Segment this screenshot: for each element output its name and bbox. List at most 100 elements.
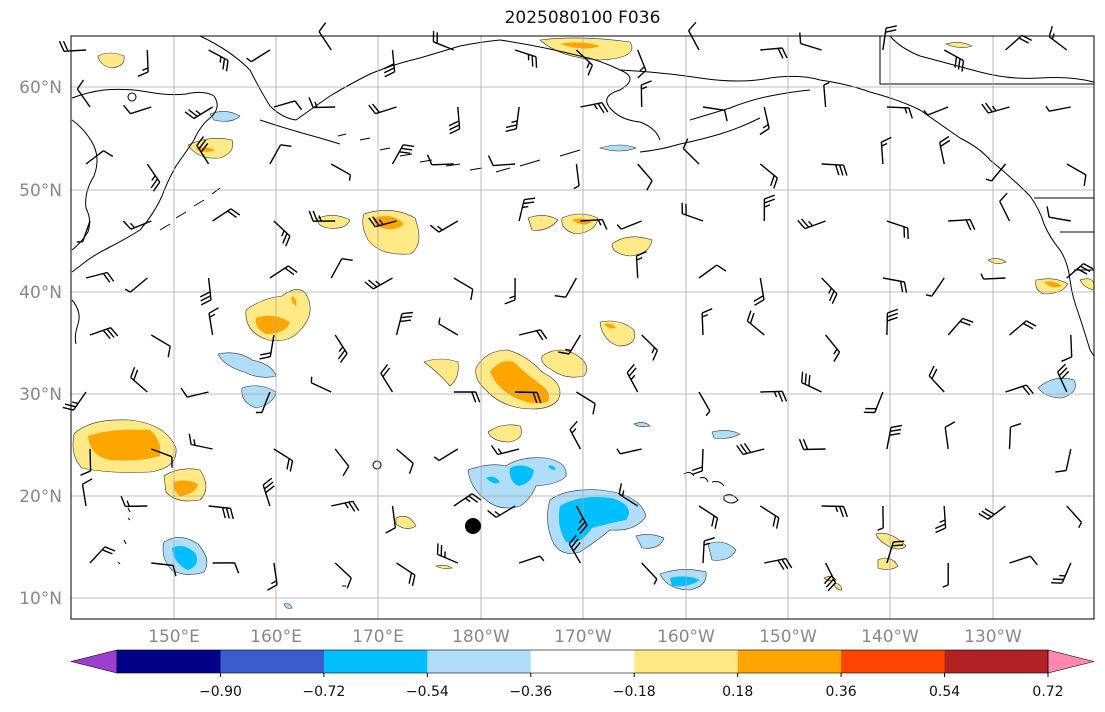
lat-label: 60°N	[19, 78, 62, 98]
colorbar-segment	[117, 650, 221, 673]
wind-barb	[635, 250, 647, 279]
wind-barb	[616, 220, 642, 230]
wind-barb	[568, 534, 582, 564]
wind-barb	[334, 334, 348, 363]
wind-barb	[62, 391, 87, 411]
location-marker	[465, 518, 481, 534]
wind-barb	[626, 363, 639, 393]
lon-label: 160°W	[657, 627, 715, 647]
wind-barb	[208, 49, 229, 72]
wind-barb	[978, 505, 1006, 520]
wind-barb	[702, 537, 715, 564]
colorbar-extend-low	[70, 649, 118, 674]
wind-barb	[575, 49, 594, 76]
colorbar-segment	[737, 650, 842, 673]
wind-barb	[273, 100, 303, 111]
wind-barb	[364, 277, 393, 290]
wind-barb	[1009, 320, 1037, 336]
wind-barb	[576, 391, 596, 415]
wind-barb	[821, 277, 838, 304]
wind-barb	[640, 80, 652, 108]
wind-barb	[798, 438, 826, 451]
wind-barb	[453, 277, 474, 301]
lat-label: 50°N	[19, 181, 62, 201]
wind-barb	[925, 277, 945, 297]
lat-label: 20°N	[19, 487, 62, 507]
wind-barb	[426, 154, 454, 166]
wind-barb	[396, 448, 414, 474]
wind-barb	[1051, 562, 1072, 584]
wind-barb	[505, 106, 520, 133]
wind-barb	[702, 106, 728, 122]
wind-barb	[490, 445, 520, 456]
wind-barb	[308, 210, 336, 222]
wind-barb	[212, 562, 240, 574]
wind-barb	[681, 202, 704, 222]
wind-barb	[368, 103, 397, 115]
wind-barb	[942, 563, 949, 588]
wind-barb	[801, 371, 822, 393]
wind-barb	[515, 391, 542, 404]
wind-barb	[760, 47, 788, 59]
wind-barb	[246, 49, 271, 63]
wind-barb	[151, 562, 177, 577]
wind-barb	[923, 106, 949, 116]
wind-barb	[1066, 262, 1094, 279]
graticule	[71, 36, 1094, 619]
colorbar-frame	[116, 649, 1049, 674]
wind-barb	[146, 163, 161, 192]
wind-barb	[764, 557, 793, 570]
wind-barb	[436, 543, 459, 564]
colorbar-segment	[220, 650, 325, 673]
wind-barb	[151, 448, 173, 468]
wind-barb	[823, 81, 830, 108]
map-panel	[58, 21, 1095, 620]
wind-barb	[637, 49, 647, 79]
wind-barb	[797, 218, 826, 230]
wind-barb	[1066, 505, 1083, 529]
wind-barb	[746, 310, 765, 336]
wind-barb	[981, 102, 1010, 114]
wind-barb	[1009, 555, 1038, 566]
wind-barb	[554, 277, 578, 298]
wind-barb	[259, 334, 275, 360]
wind-barb	[558, 334, 582, 355]
colorbar-segment	[841, 650, 946, 673]
wind-barb	[886, 540, 905, 564]
wind-barb	[208, 505, 234, 520]
wind-barb	[518, 329, 548, 341]
wind-barb	[759, 163, 778, 189]
lat-label: 30°N	[19, 385, 62, 405]
wind-barb	[569, 420, 582, 450]
wind-barb	[448, 106, 461, 135]
colorbar-tick-label: −0.18	[613, 684, 656, 700]
wind-barb	[438, 317, 459, 336]
wind-barb	[1056, 363, 1070, 393]
map-frame	[70, 35, 1095, 620]
wind-barb	[262, 477, 275, 507]
wind-barb	[76, 220, 91, 243]
wind-barb	[637, 163, 653, 191]
lat-label: 10°N	[19, 589, 62, 609]
wind-barb	[939, 135, 951, 165]
colorbar-segment	[944, 650, 1049, 673]
wind-barb	[433, 448, 459, 462]
wind-barb	[616, 448, 642, 455]
wind-barb	[618, 483, 639, 507]
longitude-labels: 150°E 160°E 170°E 180°W 170°W 160°W 150°…	[148, 627, 1022, 647]
colorbar-tick-label: 0.54	[929, 684, 960, 700]
wind-barb	[334, 448, 350, 477]
wind-barb	[980, 273, 1006, 280]
wind-barb	[180, 387, 209, 398]
lon-label: 180°W	[452, 627, 510, 647]
wind-barb	[395, 311, 413, 336]
wind-barb	[760, 390, 788, 402]
wind-barb	[943, 49, 965, 72]
positive-anomaly-fills	[72, 37, 1095, 591]
wind-barb	[89, 327, 119, 340]
wind-barb	[184, 106, 213, 120]
lon-label: 170°W	[554, 627, 612, 647]
wind-barb	[255, 391, 271, 414]
wind-barb	[130, 366, 148, 393]
